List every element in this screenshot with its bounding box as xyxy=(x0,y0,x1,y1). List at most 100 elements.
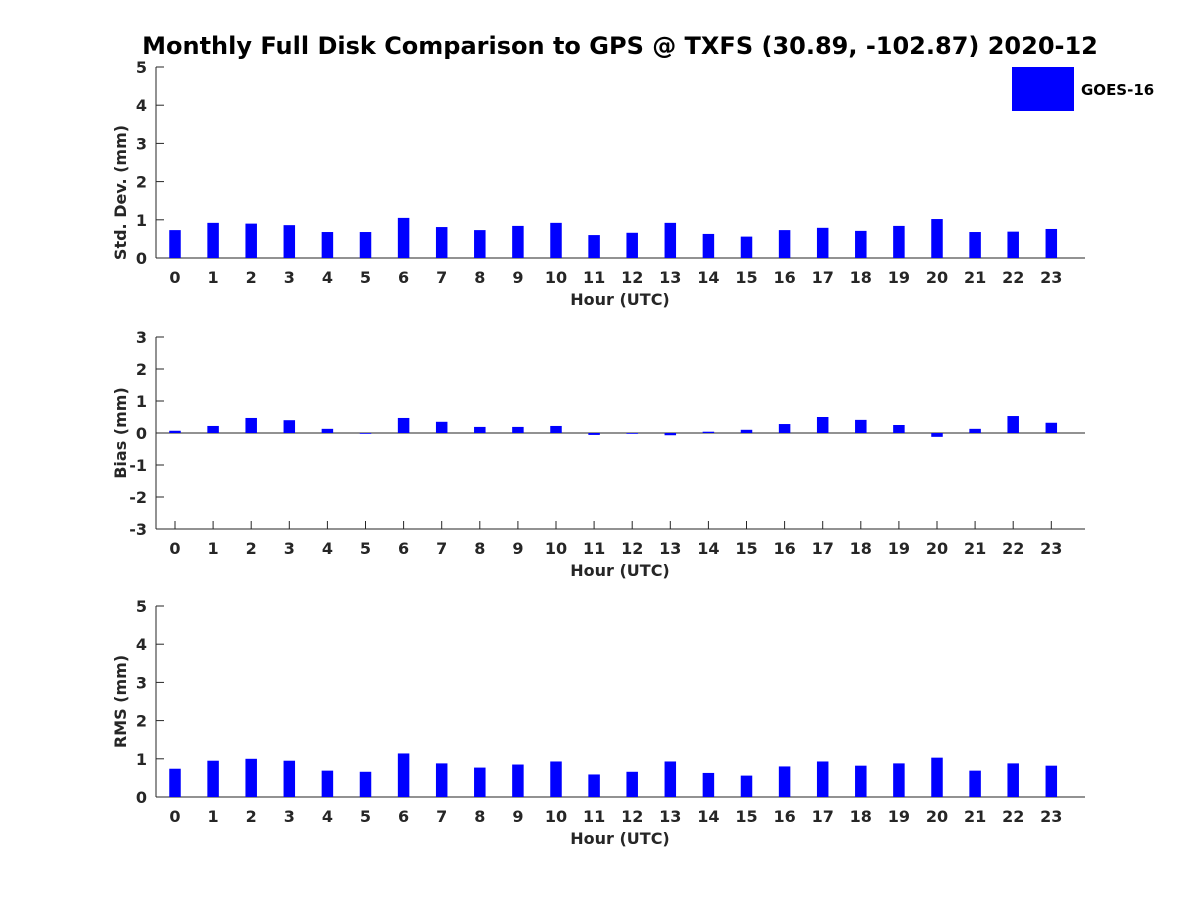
x-tick-label: 11 xyxy=(583,807,605,826)
x-tick-label: 8 xyxy=(474,807,485,826)
x-axis-label: Hour (UTC) xyxy=(570,829,670,848)
bar-hour-14 xyxy=(702,772,715,797)
y-axis-label: Std. Dev. (mm) xyxy=(111,125,130,260)
x-tick-label: 7 xyxy=(436,539,447,558)
bar-hour-18 xyxy=(855,765,867,797)
x-axis-label: Hour (UTC) xyxy=(570,290,670,309)
x-axis-label: Hour (UTC) xyxy=(570,561,670,580)
bar-hour-14 xyxy=(702,431,715,433)
bar-hour-21 xyxy=(969,428,981,433)
bar-hour-5 xyxy=(359,433,372,434)
bar-hour-12 xyxy=(626,232,638,258)
bar-hour-17 xyxy=(816,761,829,797)
bar-hour-12 xyxy=(626,433,638,434)
y-tick-label: 5 xyxy=(136,58,147,77)
bar-hour-6 xyxy=(397,217,410,258)
x-tick-label: 8 xyxy=(474,268,485,287)
x-tick-label: 5 xyxy=(360,807,371,826)
bar-hour-5 xyxy=(359,232,372,258)
x-tick-label: 17 xyxy=(812,807,834,826)
x-tick-label: 13 xyxy=(659,807,681,826)
x-tick-label: 6 xyxy=(398,268,409,287)
bar-hour-15 xyxy=(740,236,753,258)
x-tick-label: 7 xyxy=(436,807,447,826)
x-tick-label: 18 xyxy=(850,268,872,287)
y-tick-label: 0 xyxy=(136,424,147,443)
x-tick-label: 0 xyxy=(169,539,180,558)
y-tick-label: -3 xyxy=(129,520,147,539)
bar-hour-9 xyxy=(512,764,524,797)
bar-hour-18 xyxy=(855,419,867,433)
bar-hour-3 xyxy=(283,420,296,433)
bar-hour-0 xyxy=(169,430,181,433)
bar-hour-16 xyxy=(778,230,791,258)
x-tick-label: 6 xyxy=(398,539,409,558)
bar-hour-12 xyxy=(626,771,638,797)
x-tick-label: 3 xyxy=(284,268,295,287)
x-tick-label: 3 xyxy=(284,539,295,558)
bar-hour-23 xyxy=(1045,228,1058,258)
x-tick-label: 22 xyxy=(1002,539,1024,558)
x-tick-label: 14 xyxy=(697,539,719,558)
bar-hour-14 xyxy=(702,233,715,258)
bar-hour-23 xyxy=(1045,422,1058,433)
bar-hour-0 xyxy=(169,230,181,258)
x-tick-label: 4 xyxy=(322,539,333,558)
x-tick-label: 14 xyxy=(697,268,719,287)
x-tick-label: 6 xyxy=(398,807,409,826)
x-tick-label: 16 xyxy=(773,539,795,558)
bar-hour-8 xyxy=(474,230,486,258)
bar-hour-8 xyxy=(474,767,486,797)
x-tick-label: 11 xyxy=(583,268,605,287)
bar-hour-10 xyxy=(550,761,562,797)
x-tick-label: 22 xyxy=(1002,268,1024,287)
bar-hour-3 xyxy=(283,760,296,797)
x-tick-label: 0 xyxy=(169,807,180,826)
bar-hour-1 xyxy=(207,425,219,433)
x-tick-label: 15 xyxy=(735,539,757,558)
bar-hour-19 xyxy=(893,425,905,433)
bar-hour-22 xyxy=(1007,231,1019,258)
bar-hour-1 xyxy=(207,222,219,258)
bar-hour-2 xyxy=(245,223,257,258)
bar-hour-17 xyxy=(816,227,829,258)
bar-hour-16 xyxy=(778,766,791,797)
x-tick-label: 8 xyxy=(474,539,485,558)
y-tick-label: 2 xyxy=(136,360,147,379)
x-tick-label: 5 xyxy=(360,268,371,287)
x-tick-label: 15 xyxy=(735,807,757,826)
x-tick-label: 19 xyxy=(888,539,910,558)
x-tick-label: 21 xyxy=(964,807,986,826)
x-tick-label: 19 xyxy=(888,807,910,826)
y-tick-label: 1 xyxy=(136,750,147,769)
x-tick-label: 15 xyxy=(735,268,757,287)
x-tick-label: 4 xyxy=(322,268,333,287)
x-tick-label: 18 xyxy=(850,807,872,826)
x-tick-label: 23 xyxy=(1040,807,1062,826)
bar-hour-18 xyxy=(855,230,867,258)
bar-hour-1 xyxy=(207,760,219,797)
legend-label: GOES-16 xyxy=(1081,81,1154,99)
bar-hour-6 xyxy=(397,417,410,433)
x-tick-label: 1 xyxy=(208,539,219,558)
bar-hour-9 xyxy=(512,225,524,258)
y-tick-label: -2 xyxy=(129,488,147,507)
x-tick-label: 10 xyxy=(545,268,567,287)
y-tick-label: 1 xyxy=(136,211,147,230)
bar-hour-2 xyxy=(245,758,257,797)
bar-hour-2 xyxy=(245,417,257,433)
x-tick-label: 9 xyxy=(512,807,523,826)
y-tick-label: 4 xyxy=(136,635,147,654)
bar-hour-4 xyxy=(321,232,334,258)
bar-hour-0 xyxy=(169,768,181,797)
y-tick-label: 0 xyxy=(136,249,147,268)
x-tick-label: 12 xyxy=(621,807,643,826)
bar-hour-21 xyxy=(969,232,981,258)
x-tick-label: 2 xyxy=(246,807,257,826)
bar-hour-19 xyxy=(893,763,905,797)
